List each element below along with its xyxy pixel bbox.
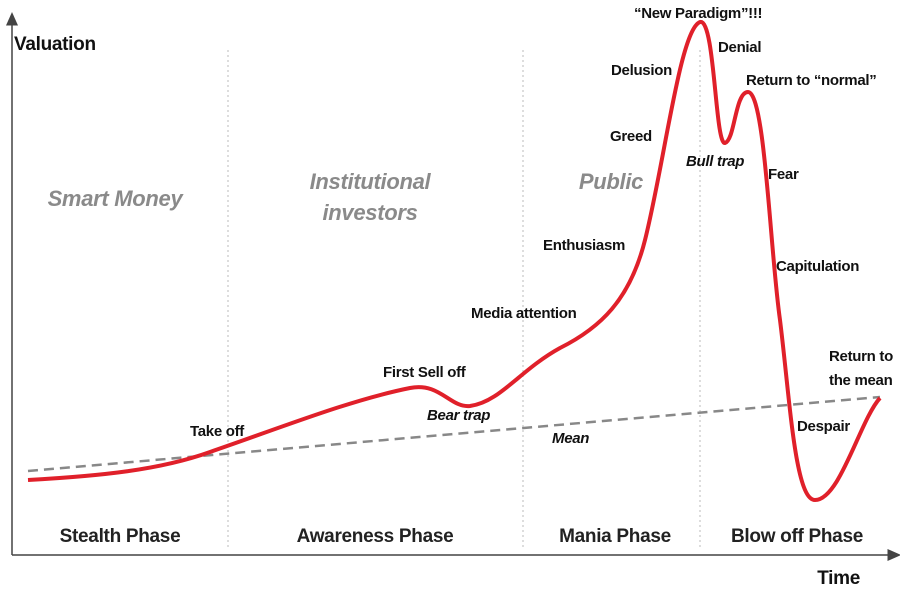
phase-label: Awareness Phase (297, 526, 454, 547)
annotation: Delusion (611, 62, 672, 79)
mean-line (27, 395, 881, 473)
x-axis-label: Time (817, 568, 860, 589)
investor-label: Institutional (310, 169, 432, 194)
annotation: Return to “normal” (746, 72, 876, 89)
annotation: Media attention (471, 305, 577, 322)
annotation: Take off (190, 423, 245, 440)
investor-label: Public (579, 169, 643, 194)
annotation: Despair (797, 418, 850, 435)
annotation: Bull trap (686, 153, 744, 170)
phase-label: Mania Phase (559, 526, 671, 547)
annotation: Mean (552, 430, 589, 447)
annotation: First Sell off (383, 364, 467, 381)
annotation: Denial (718, 39, 761, 56)
annotation: Enthusiasm (543, 237, 625, 254)
annotation: “New Paradigm”!!! (634, 5, 762, 22)
annotation: the mean (829, 372, 893, 389)
bubble-curve (27, 20, 882, 503)
annotation: Capitulation (776, 258, 859, 275)
phase-label: Stealth Phase (60, 526, 181, 547)
annotation: Fear (768, 166, 799, 183)
annotation: Greed (610, 128, 652, 145)
phase-label: Blow off Phase (731, 526, 863, 547)
annotation: Return to (829, 348, 893, 365)
investor-label: Smart Money (48, 186, 185, 211)
y-axis-label: Valuation (14, 34, 96, 55)
annotation: Bear trap (427, 407, 490, 424)
investor-label: investors (322, 200, 417, 225)
